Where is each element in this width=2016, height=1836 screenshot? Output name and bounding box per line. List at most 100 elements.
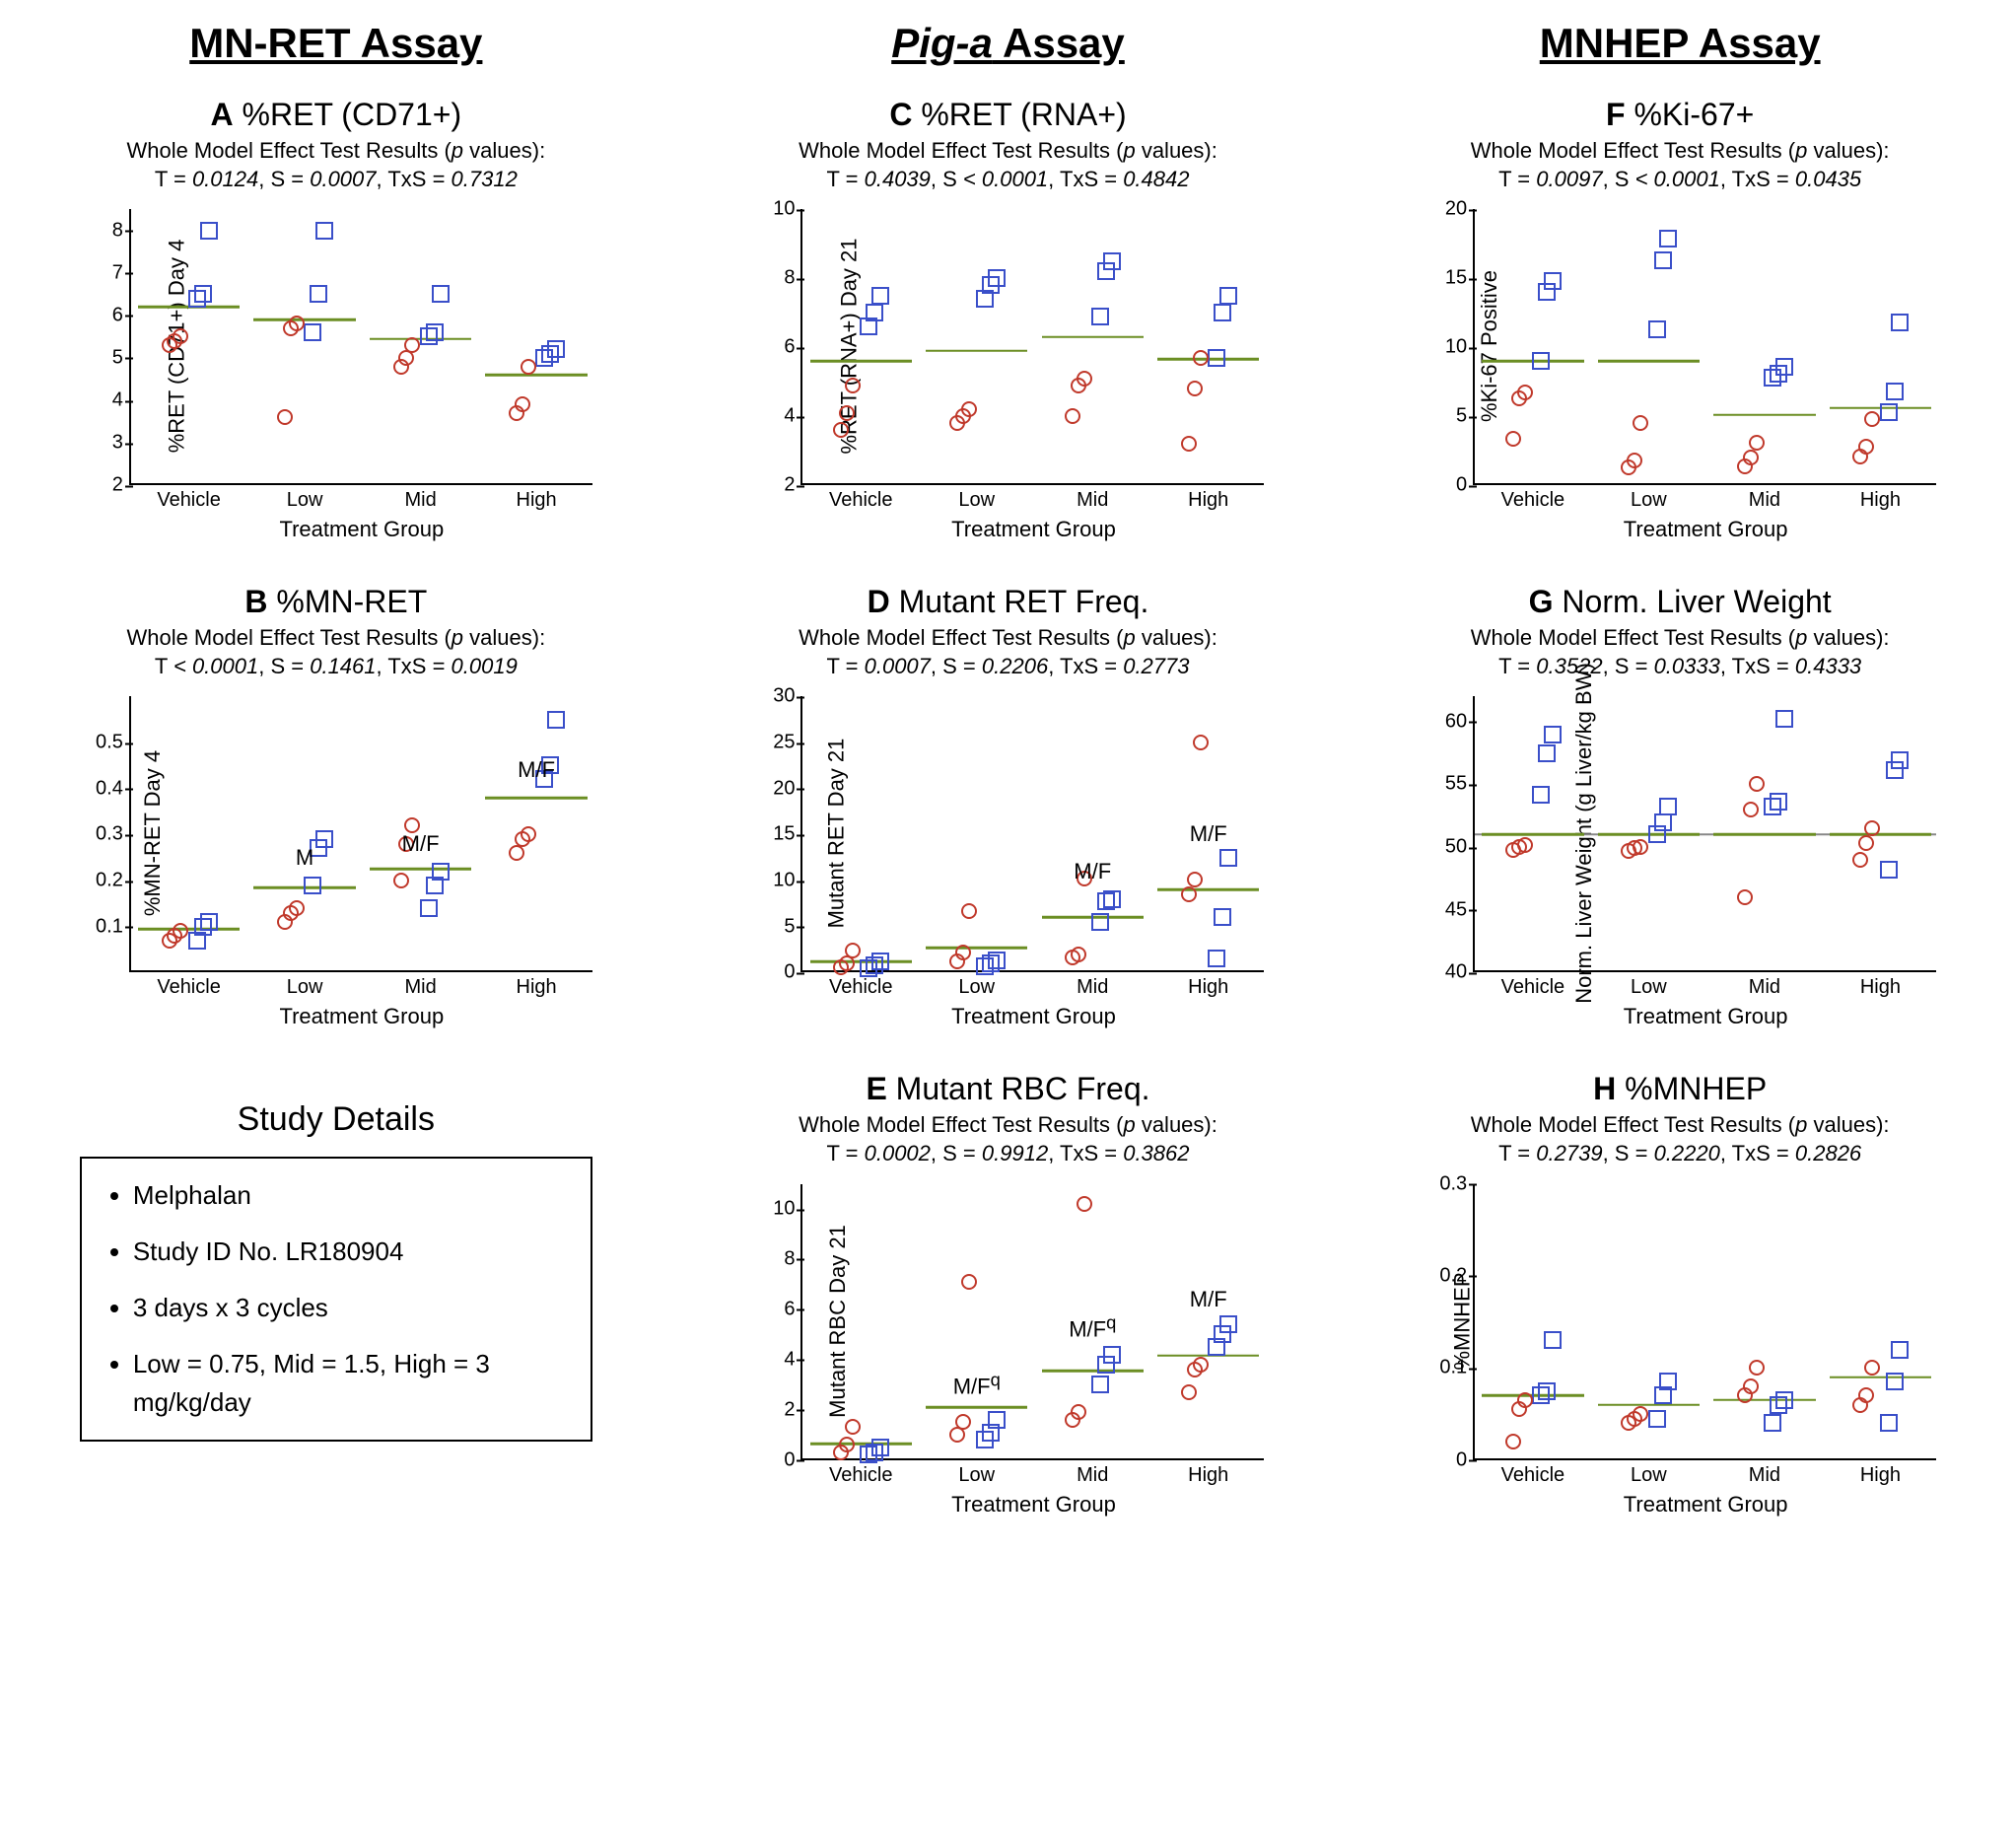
x-tick: Low <box>287 483 323 512</box>
panel-title: B %MN-RET <box>20 584 653 620</box>
female-marker <box>1749 435 1765 451</box>
x-tick: Vehicle <box>157 483 221 512</box>
female-marker <box>173 328 188 344</box>
male-marker <box>1544 726 1562 743</box>
chart: 2345678VehicleLowMidHighTreatment Group%… <box>50 199 622 564</box>
x-tick: Vehicle <box>157 970 221 999</box>
male-marker <box>1654 251 1672 269</box>
group-mean-line <box>926 349 1027 352</box>
panel-title: H %MNHEP <box>1363 1071 1996 1107</box>
x-tick: High <box>517 970 557 999</box>
male-marker <box>1544 1331 1562 1349</box>
group-mean-line <box>1042 1370 1144 1373</box>
panel-title: E Mutant RBC Freq. <box>692 1071 1325 1107</box>
study-details-title: Study Details <box>20 1100 653 1139</box>
chart: 00.10.20.3VehicleLowMidHighTreatment Gro… <box>1394 1174 1966 1539</box>
chart: 246810VehicleLowMidHighTreatment Group%R… <box>722 199 1293 564</box>
male-marker <box>1775 710 1793 728</box>
panel-A: A %RET (CD71+)Whole Model Effect Test Re… <box>20 97 653 564</box>
column-header: MNHEP Assay <box>1363 20 1996 67</box>
chart: 0246810VehicleLowMidHighTreatment GroupM… <box>722 1174 1293 1539</box>
panel-title: C %RET (RNA+) <box>692 97 1325 133</box>
panel-title: F %Ki-67+ <box>1363 97 1996 133</box>
female-marker <box>1505 1434 1521 1449</box>
male-marker <box>1103 252 1121 270</box>
y-tick: 0.5 <box>96 732 131 754</box>
male-marker <box>1538 744 1556 762</box>
male-marker <box>1648 320 1666 338</box>
column-header: MN-RET Assay <box>20 20 653 67</box>
x-tick: High <box>1860 970 1901 999</box>
male-marker <box>871 1439 889 1456</box>
female-marker <box>961 401 977 417</box>
y-tick: 20 <box>1445 198 1475 221</box>
female-marker <box>1627 453 1642 468</box>
male-marker <box>1648 1410 1666 1428</box>
chart: 051015202530VehicleLowMidHighTreatment G… <box>722 686 1293 1051</box>
female-marker <box>1187 381 1203 396</box>
annotation: M/F <box>1190 821 1227 847</box>
female-marker <box>1743 802 1759 817</box>
panel-D: D Mutant RET Freq.Whole Model Effect Tes… <box>692 584 1325 1051</box>
study-item: Low = 0.75, Mid = 1.5, High = 3 mg/kg/da… <box>133 1345 567 1422</box>
y-tick: 50 <box>1445 836 1475 859</box>
study-item: Study ID No. LR180904 <box>133 1233 567 1271</box>
y-tick: 15 <box>1445 267 1475 290</box>
group-mean-line <box>370 868 471 871</box>
female-marker <box>1193 1357 1209 1373</box>
male-marker <box>988 1411 1006 1429</box>
group-mean-line <box>1830 833 1931 836</box>
x-tick: Vehicle <box>829 483 893 512</box>
female-marker <box>1633 415 1648 431</box>
male-marker <box>1103 890 1121 908</box>
male-marker <box>1532 352 1550 370</box>
chart: 0.10.20.30.40.5VehicleLowMidHighTreatmen… <box>50 686 622 1051</box>
male-marker <box>1214 908 1231 926</box>
panel-E: E Mutant RBC Freq.Whole Model Effect Tes… <box>692 1071 1325 1538</box>
y-tick: 0 <box>784 1448 802 1471</box>
y-tick: 5 <box>1456 405 1475 428</box>
female-marker <box>404 337 420 353</box>
x-axis-label: Treatment Group <box>1624 1004 1788 1029</box>
x-tick: High <box>1860 483 1901 512</box>
y-axis-label: %Ki-67 Positive <box>1477 270 1502 422</box>
female-marker <box>1187 872 1203 887</box>
male-marker <box>1208 950 1225 967</box>
male-marker <box>420 899 438 917</box>
female-marker <box>1749 776 1765 792</box>
group-mean-line <box>926 1406 1027 1409</box>
y-tick: 5 <box>784 915 802 938</box>
male-marker <box>1091 308 1109 325</box>
annotation: M/Fq <box>953 1370 1001 1400</box>
female-marker <box>1858 835 1874 851</box>
chart: 05101520VehicleLowMidHighTreatment Group… <box>1394 199 1966 564</box>
x-axis-label: Treatment Group <box>1624 1492 1788 1518</box>
group-mean-line <box>1830 1376 1931 1378</box>
y-tick: 6 <box>784 1298 802 1320</box>
y-tick: 7 <box>112 261 131 284</box>
y-axis-label: Mutant RET Day 21 <box>824 739 850 929</box>
female-marker <box>961 1274 977 1290</box>
panel-subtitle: Whole Model Effect Test Results (p value… <box>20 137 653 193</box>
y-tick: 10 <box>773 1198 802 1221</box>
x-tick: High <box>1188 970 1228 999</box>
x-axis-label: Treatment Group <box>951 517 1116 542</box>
female-marker <box>289 900 305 916</box>
group-mean-line <box>1713 1399 1815 1402</box>
x-tick: Mid <box>1077 970 1108 999</box>
male-marker <box>1764 1414 1781 1432</box>
y-tick: 0.1 <box>96 915 131 938</box>
y-tick: 6 <box>112 304 131 326</box>
group-mean-line <box>485 374 587 377</box>
x-tick: High <box>1188 1458 1228 1487</box>
panel-B: B %MN-RETWhole Model Effect Test Results… <box>20 584 653 1051</box>
x-tick: Mid <box>1749 483 1780 512</box>
y-tick: 0.3 <box>1439 1172 1475 1195</box>
female-marker <box>1517 385 1533 400</box>
male-marker <box>200 913 218 931</box>
male-marker <box>1659 1373 1677 1390</box>
female-marker <box>1743 1378 1759 1394</box>
female-marker <box>1858 439 1874 455</box>
study-item: 3 days x 3 cycles <box>133 1289 567 1327</box>
y-tick: 2 <box>112 474 131 497</box>
